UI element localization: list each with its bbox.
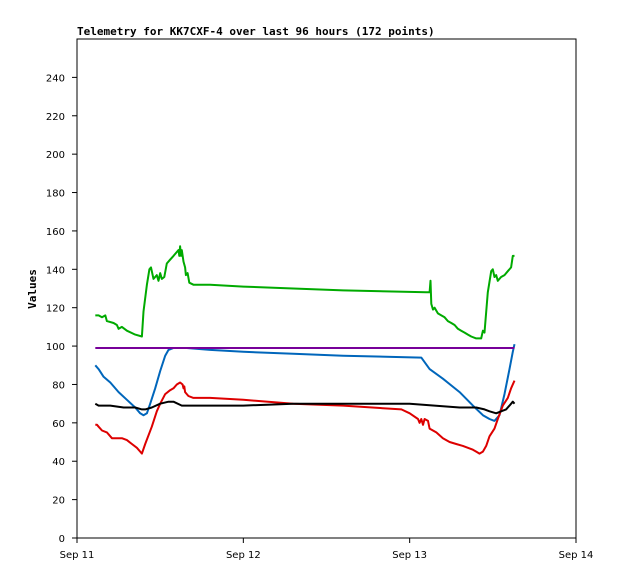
y-tick-label: 240 — [46, 73, 65, 84]
series-lines — [94, 245, 516, 455]
series-line-4 — [94, 400, 516, 415]
y-tick-label: 200 — [46, 150, 65, 161]
y-tick-label: 120 — [46, 304, 65, 315]
y-tick-label: 100 — [46, 342, 65, 353]
x-axis: Sep 11 Sep 12 Sep 13 Sep 14 — [60, 538, 594, 561]
y-tick-label: 40 — [52, 457, 65, 468]
chart-title: Telemetry for KK7CXF-4 over last 96 hour… — [77, 25, 435, 38]
x-tick-label: Sep 13 — [392, 550, 427, 561]
x-tick-label: Sep 11 — [60, 550, 95, 561]
y-tick-label: 80 — [52, 380, 65, 391]
x-tick-label: Sep 12 — [226, 550, 261, 561]
series-line-3 — [95, 380, 516, 455]
y-tick-label: 220 — [46, 112, 65, 123]
plot-area — [76, 38, 577, 539]
y-axis: 0 20 40 60 80 100 120 140 160 180 200 220 240 — [46, 73, 77, 545]
y-tick-label: 160 — [46, 227, 65, 238]
y-tick-label: 0 — [59, 534, 65, 545]
series-line-1 — [95, 245, 515, 340]
y-tick-label: 140 — [46, 265, 65, 276]
y-tick-label: 60 — [52, 419, 65, 430]
y-tick-label: 180 — [46, 189, 65, 200]
y-tick-label: 20 — [52, 496, 65, 507]
y-axis-label: Values — [26, 269, 39, 309]
x-tick-label: Sep 14 — [559, 550, 594, 561]
